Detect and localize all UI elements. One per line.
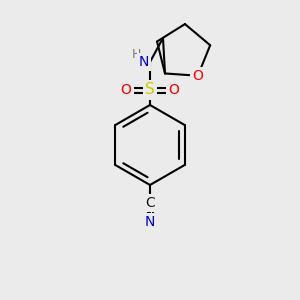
- Text: N: N: [139, 55, 149, 69]
- Text: N: N: [145, 215, 155, 229]
- Text: O: O: [169, 83, 179, 97]
- Text: S: S: [145, 82, 155, 98]
- Text: O: O: [121, 83, 131, 97]
- Text: O: O: [192, 69, 203, 83]
- Text: C: C: [145, 196, 155, 210]
- Text: H: H: [131, 47, 141, 61]
